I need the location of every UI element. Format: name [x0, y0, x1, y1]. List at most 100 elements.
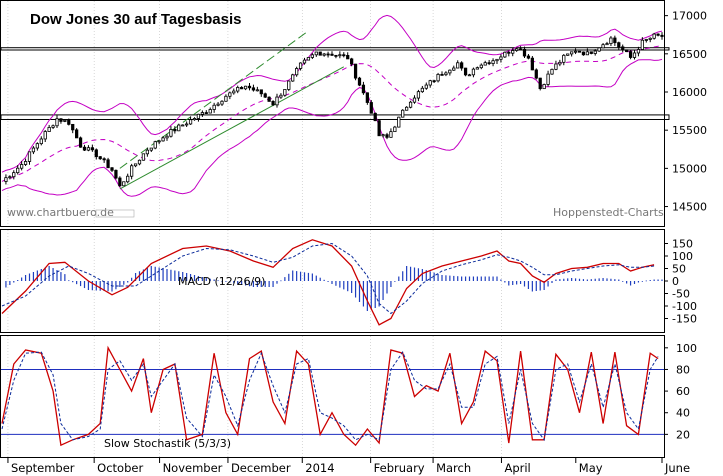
candle-body: [228, 92, 232, 97]
stochastic-tick-label: 80: [676, 363, 690, 376]
macd-hist-bar: [358, 281, 361, 302]
candle-body: [110, 167, 114, 171]
candle-body: [503, 51, 507, 58]
candle-body: [463, 67, 468, 76]
candle-body: [605, 43, 609, 46]
macd-hist-bar: [614, 279, 616, 281]
macd-hist-bar: [409, 266, 412, 281]
candle-body: [314, 51, 318, 56]
candle-body: [306, 57, 311, 61]
macd-hist-bar: [641, 281, 643, 282]
macd-hist-bar: [610, 278, 612, 281]
candle-body: [251, 87, 256, 91]
candle-body: [78, 137, 83, 148]
macd-hist-bar: [107, 281, 109, 292]
candle-body: [475, 67, 479, 70]
macd-hist-bar: [48, 266, 50, 281]
candle-body: [275, 96, 279, 106]
candle-body: [263, 93, 267, 98]
macd-hist-bar: [21, 277, 23, 281]
macd-hist-bar: [24, 275, 27, 281]
macd-hist-bar: [461, 276, 463, 281]
candle-body: [342, 54, 346, 57]
macd-hist-bar: [170, 269, 172, 281]
candle-body: [35, 143, 39, 149]
macd-hist-bar: [527, 281, 530, 289]
candle-body: [106, 159, 110, 169]
bollinger-lower: [1, 58, 663, 197]
candle-body: [271, 101, 275, 106]
macd-hist-bar: [28, 273, 31, 281]
candle-body: [412, 97, 417, 103]
macd-hist-bar: [508, 281, 510, 286]
candle-body: [361, 84, 366, 94]
candle-body: [98, 156, 102, 160]
trend-line-1: [119, 66, 345, 190]
trend-line-0: [119, 30, 309, 169]
candle-body: [188, 119, 193, 125]
candle-body: [397, 116, 401, 128]
candle-body: [550, 68, 554, 75]
macd-hist-bar: [602, 278, 604, 281]
candle-body: [467, 74, 472, 77]
macd-hist-bar: [382, 281, 384, 300]
macd-hist-bar: [244, 281, 247, 286]
candle-body: [522, 48, 527, 57]
macd-hist-bar: [441, 275, 443, 281]
macd-hist-bar: [351, 281, 353, 293]
macd-hist-bar: [504, 281, 506, 283]
macd-tick-label: -150: [672, 313, 697, 326]
candle-body: [90, 147, 94, 151]
candle-body: [114, 169, 118, 179]
macd-hist-bar: [123, 281, 125, 285]
candle-body: [133, 163, 138, 167]
macd-hist-bar: [221, 281, 223, 282]
candle-body: [12, 172, 16, 178]
candle-body: [43, 131, 47, 140]
candle-body: [483, 62, 487, 66]
candle-body: [632, 52, 637, 58]
candle-body: [558, 61, 562, 65]
macd-tick-label: 100: [672, 250, 693, 263]
candle-body: [648, 37, 652, 40]
candle-body: [126, 175, 130, 183]
macd-hist-bar: [9, 281, 11, 285]
macd-hist-bar: [622, 281, 624, 282]
candle-body: [385, 134, 389, 138]
macd-hist-bar: [453, 275, 455, 281]
candle-body: [365, 92, 369, 103]
macd-hist-bar: [335, 281, 337, 286]
month-label: February: [374, 461, 425, 475]
macd-hist-bar: [99, 281, 101, 291]
candle-body: [542, 84, 546, 90]
macd-hist-bar: [178, 271, 180, 281]
candle-body: [471, 68, 476, 76]
macd-hist-bar: [241, 281, 243, 285]
month-label: May: [579, 461, 603, 475]
candle-body: [526, 55, 531, 59]
month-label: September: [11, 461, 75, 475]
macd-hist-bar: [248, 281, 251, 287]
band-0: [0, 114, 670, 120]
macd-hist-bar: [260, 281, 262, 287]
macd-hist-bar: [512, 281, 514, 285]
macd-hist-bar: [237, 281, 239, 284]
macd-hist-bar: [319, 277, 321, 281]
macd-hist-bar: [421, 269, 423, 281]
macd-hist-bar: [76, 281, 78, 285]
candle-body: [581, 51, 586, 56]
candle-body: [640, 39, 644, 50]
macd-hist-bar: [17, 280, 19, 281]
candle-body: [122, 181, 126, 187]
macd-hist-bar: [559, 279, 561, 281]
candle-body: [20, 164, 24, 169]
band-1: [0, 47, 670, 51]
macd-hist-bar: [366, 281, 368, 311]
macd-hist-bar: [661, 279, 663, 281]
candle-body: [577, 50, 582, 53]
candle-body: [287, 80, 291, 90]
macd-lines: [1, 239, 655, 326]
candle-body: [283, 89, 287, 96]
macd-hist-bar: [343, 281, 345, 290]
candle-body: [220, 100, 224, 105]
